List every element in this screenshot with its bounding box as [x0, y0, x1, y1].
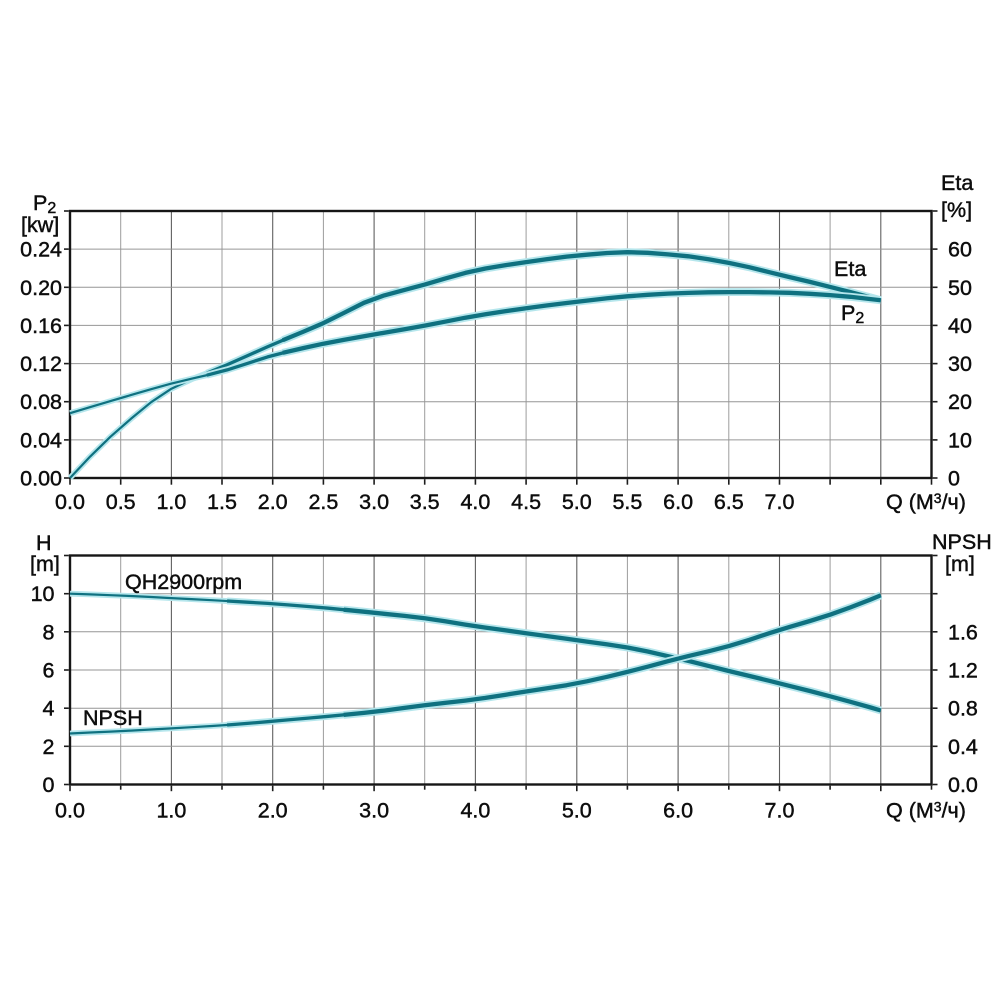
svg-text:40: 40	[948, 314, 972, 338]
svg-text:0.04: 0.04	[20, 428, 62, 452]
svg-text:3.5: 3.5	[410, 490, 440, 514]
svg-text:0.24: 0.24	[20, 238, 62, 262]
svg-text:60: 60	[948, 238, 972, 262]
svg-text:0.12: 0.12	[20, 352, 62, 376]
svg-text:7.0: 7.0	[765, 490, 795, 514]
svg-text:0.00: 0.00	[20, 467, 62, 491]
svg-text:NPSH: NPSH	[932, 530, 992, 554]
svg-text:1.6: 1.6	[948, 620, 978, 644]
svg-text:0.0: 0.0	[948, 773, 978, 797]
svg-text:6: 6	[43, 659, 55, 683]
svg-text:1.0: 1.0	[156, 490, 186, 514]
svg-text:0.5: 0.5	[106, 490, 136, 514]
svg-text:5.0: 5.0	[562, 799, 592, 823]
svg-text:2: 2	[43, 735, 55, 759]
svg-text:0.8: 0.8	[948, 697, 978, 721]
svg-text:4.5: 4.5	[511, 490, 541, 514]
svg-text:0: 0	[948, 467, 960, 491]
svg-text:5.0: 5.0	[562, 490, 592, 514]
svg-text:[m]: [m]	[30, 552, 60, 576]
svg-text:QH2900rpm: QH2900rpm	[125, 570, 242, 594]
svg-text:2.5: 2.5	[308, 490, 338, 514]
svg-text:1.2: 1.2	[948, 659, 978, 683]
svg-text:0.0: 0.0	[55, 490, 85, 514]
svg-text:3.0: 3.0	[359, 799, 389, 823]
svg-text:3.0: 3.0	[359, 490, 389, 514]
svg-text:10: 10	[948, 428, 972, 452]
svg-text:0.20: 0.20	[20, 276, 62, 300]
svg-text:7.0: 7.0	[765, 799, 795, 823]
svg-text:2.0: 2.0	[258, 799, 288, 823]
svg-text:H: H	[36, 531, 52, 555]
svg-text:Eta: Eta	[941, 171, 973, 195]
svg-text:8: 8	[43, 620, 55, 644]
svg-text:30: 30	[948, 352, 972, 376]
svg-text:0.0: 0.0	[55, 799, 85, 823]
svg-text:0: 0	[43, 773, 55, 797]
svg-text:[%]: [%]	[941, 198, 972, 222]
svg-text:1.5: 1.5	[207, 490, 237, 514]
svg-text:0.08: 0.08	[20, 390, 62, 414]
svg-text:5.5: 5.5	[612, 490, 642, 514]
svg-text:1.0: 1.0	[156, 799, 186, 823]
svg-text:0.4: 0.4	[948, 735, 978, 759]
svg-text:Q (М3/ч): Q (М3/ч)	[886, 490, 966, 514]
svg-text:[m]: [m]	[945, 552, 975, 576]
svg-text:6.0: 6.0	[663, 490, 693, 514]
svg-text:4.0: 4.0	[460, 799, 490, 823]
svg-text:NPSH: NPSH	[83, 706, 143, 730]
svg-text:6.0: 6.0	[663, 799, 693, 823]
svg-text:Q (М3/ч): Q (М3/ч)	[886, 799, 966, 823]
svg-text:20: 20	[948, 390, 972, 414]
svg-text:6.5: 6.5	[714, 490, 744, 514]
svg-text:Eta: Eta	[834, 257, 866, 281]
svg-text:10: 10	[31, 582, 55, 606]
svg-text:0.16: 0.16	[20, 314, 62, 338]
svg-text:50: 50	[948, 276, 972, 300]
svg-text:4.0: 4.0	[460, 490, 490, 514]
svg-text:4: 4	[43, 697, 55, 721]
svg-text:[kw]: [kw]	[21, 213, 59, 237]
svg-text:2.0: 2.0	[258, 490, 288, 514]
